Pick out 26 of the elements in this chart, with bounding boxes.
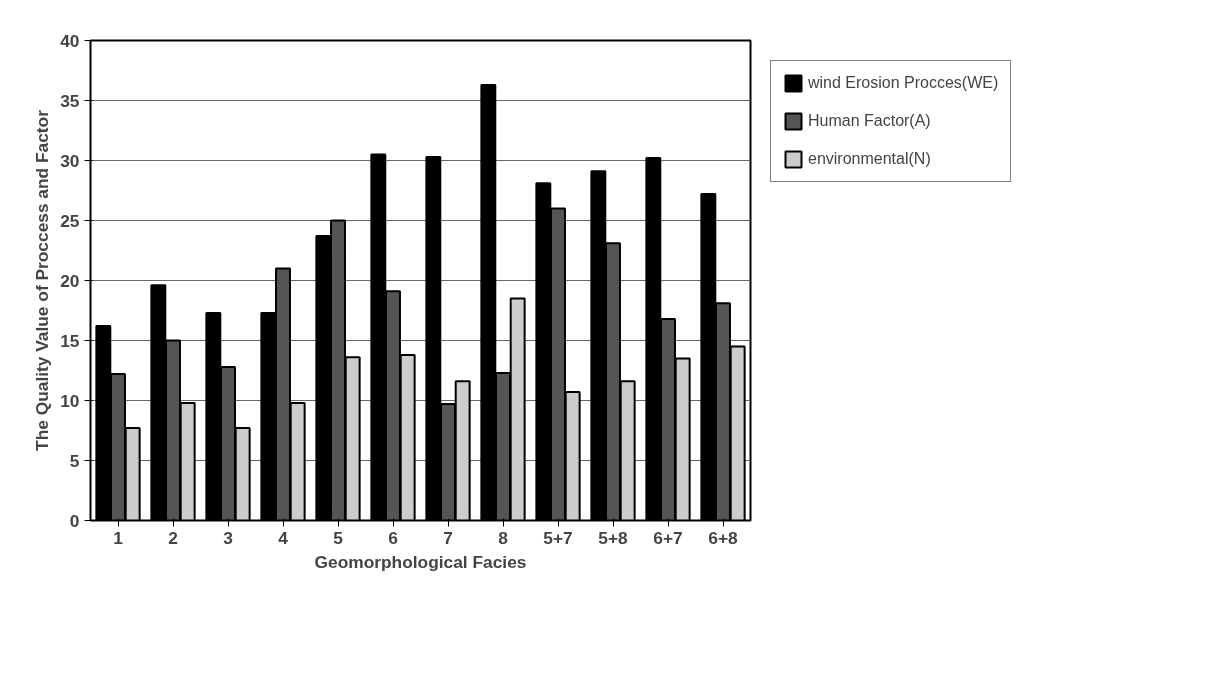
x-tick-label: 8	[498, 527, 509, 548]
x-tick-label: 5+7	[543, 527, 573, 548]
x-tick-label: 4	[278, 527, 289, 548]
y-tick-label: 0	[69, 510, 80, 531]
x-tick-label: 6+8	[708, 527, 739, 548]
y-tick-label: 15	[60, 330, 80, 351]
x-tick-label: 7	[443, 527, 453, 548]
x-tick-label: 3	[223, 527, 234, 548]
legend-label: environmental(N)	[808, 150, 931, 168]
x-axis-title: Geomorphological Facies	[314, 551, 527, 572]
x-tick-label: 6+7	[653, 527, 683, 548]
legend-label: wind Erosion Procces(WE)	[808, 74, 999, 92]
x-tick-label: 1	[113, 527, 124, 548]
y-tick-label: 5	[69, 450, 80, 471]
x-tick-label: 5	[333, 527, 344, 548]
y-tick-label: 30	[60, 150, 80, 171]
x-tick-label: 6	[388, 527, 399, 548]
y-tick-label: 10	[60, 390, 80, 411]
y-axis-title: The Quality Value of Proccess and Factor	[32, 109, 53, 451]
y-tick-label: 25	[60, 210, 80, 231]
y-tick-label: 40	[60, 30, 80, 51]
x-tick-label: 5+8	[598, 527, 629, 548]
x-tick-label: 2	[168, 527, 178, 548]
y-tick-label: 20	[60, 270, 80, 291]
legend-label: Human Factor(A)	[808, 112, 931, 130]
y-tick-label: 35	[60, 90, 80, 111]
